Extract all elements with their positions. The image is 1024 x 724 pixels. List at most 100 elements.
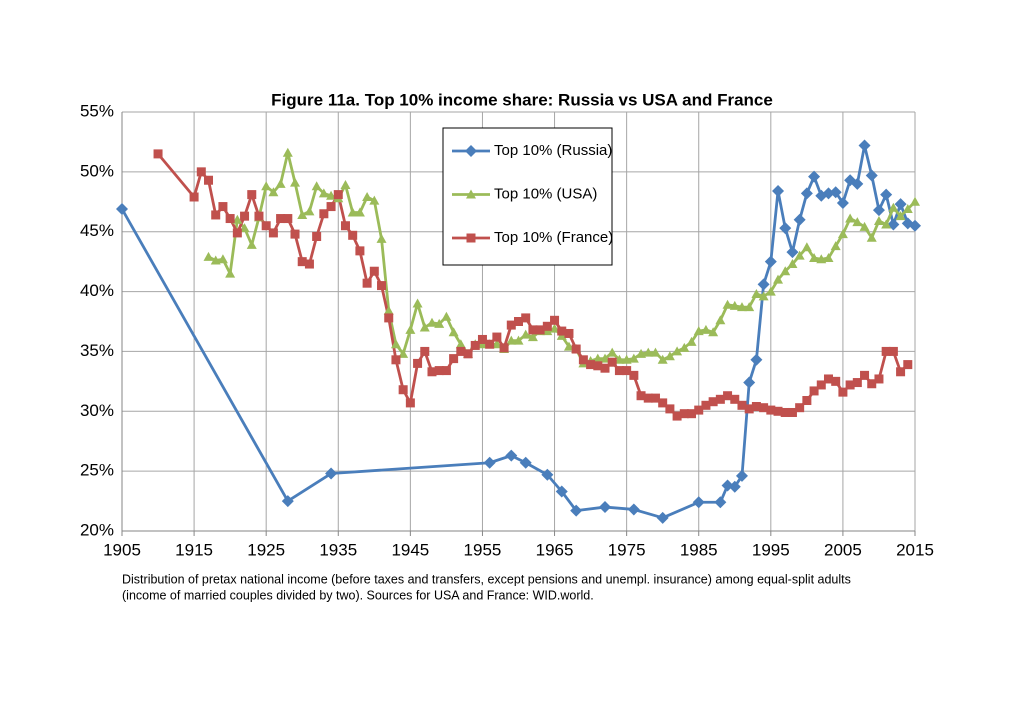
data-point [664, 351, 675, 361]
data-point [773, 274, 784, 284]
data-point [492, 332, 502, 342]
data-point [340, 180, 351, 190]
data-point [491, 339, 502, 349]
data-point [764, 255, 777, 268]
x-tick-label: 1945 [391, 540, 429, 559]
data-point [506, 335, 517, 345]
data-point [420, 346, 430, 356]
data-point [578, 355, 588, 365]
data-point [290, 229, 300, 239]
data-point [405, 398, 415, 408]
legend-label: Top 10% (USA) [494, 185, 597, 202]
data-point [621, 354, 632, 364]
legend-marker [466, 233, 476, 243]
data-point [737, 400, 747, 410]
data-point [694, 405, 704, 415]
data-point [390, 339, 401, 349]
data-point [311, 181, 322, 191]
data-point [823, 374, 833, 384]
data-point [398, 385, 408, 395]
x-tick-label: 2005 [824, 540, 862, 559]
data-point [384, 313, 394, 323]
data-point [715, 394, 725, 404]
data-point [246, 239, 257, 249]
data-point [759, 403, 769, 413]
data-point [687, 409, 697, 419]
data-point [398, 348, 409, 358]
data-point [528, 325, 538, 335]
data-point [750, 353, 763, 366]
data-point [297, 209, 308, 219]
data-point [326, 202, 336, 212]
note: Distribution of pretax national income (… [122, 572, 851, 586]
data-point [247, 190, 257, 200]
data-point [851, 177, 864, 190]
data-point [895, 211, 906, 221]
data-point [607, 357, 617, 367]
data-point [867, 379, 877, 389]
x-tick-label: 1975 [608, 540, 646, 559]
y-tick-label: 50% [80, 161, 114, 180]
data-point [477, 334, 487, 344]
data-point [657, 354, 668, 364]
y-tick-label: 20% [80, 520, 114, 539]
data-point [880, 188, 893, 201]
data-point [276, 214, 286, 224]
y-tick-label: 55% [80, 101, 114, 120]
data-point [448, 327, 459, 337]
data-point [722, 299, 733, 309]
data-point [348, 230, 358, 240]
legend-marker [465, 145, 477, 157]
data-point [772, 185, 785, 198]
data-point [816, 254, 827, 264]
data-point [903, 360, 913, 370]
x-tick-label: 1935 [319, 540, 357, 559]
data-point [254, 211, 264, 221]
data-point [866, 232, 877, 242]
data-point [628, 353, 639, 363]
data-point [592, 353, 603, 363]
data-point [189, 192, 199, 202]
data-point [700, 324, 711, 334]
data-point [679, 409, 689, 419]
data-point [225, 214, 235, 224]
data-point [355, 246, 365, 256]
data-point [600, 353, 611, 363]
data-point [744, 302, 755, 312]
data-point [434, 366, 444, 376]
data-point [563, 341, 574, 351]
data-point [240, 211, 250, 221]
y-tick-label: 45% [80, 221, 114, 240]
y-tick-label: 40% [80, 281, 114, 300]
data-point [852, 217, 863, 227]
data-point [787, 407, 797, 417]
data-point [894, 198, 907, 211]
data-point [557, 326, 567, 336]
data-point [203, 251, 214, 261]
data-point [801, 242, 812, 252]
data-point [116, 202, 128, 215]
data-point [600, 363, 610, 373]
data-point [808, 170, 821, 183]
data-point [751, 288, 762, 298]
data-point [758, 291, 769, 301]
data-point [593, 361, 603, 371]
data-point [204, 175, 214, 185]
data-point [816, 380, 826, 390]
data-point [736, 302, 747, 312]
data-point [672, 411, 682, 421]
data-point [449, 354, 459, 364]
data-point [499, 343, 509, 353]
x-tick-label: 1985 [680, 540, 718, 559]
data-point [627, 503, 640, 516]
data-point [607, 347, 618, 357]
legend-label: Top 10% (Russia) [494, 142, 612, 159]
x-tick-label: 1905 [103, 540, 141, 559]
data-point [369, 195, 380, 205]
x-tick-label: 1915 [175, 540, 213, 559]
data-point [599, 501, 612, 514]
data-point [542, 321, 552, 331]
data-point [281, 495, 294, 508]
data-point [881, 346, 891, 356]
data-point [672, 346, 683, 356]
